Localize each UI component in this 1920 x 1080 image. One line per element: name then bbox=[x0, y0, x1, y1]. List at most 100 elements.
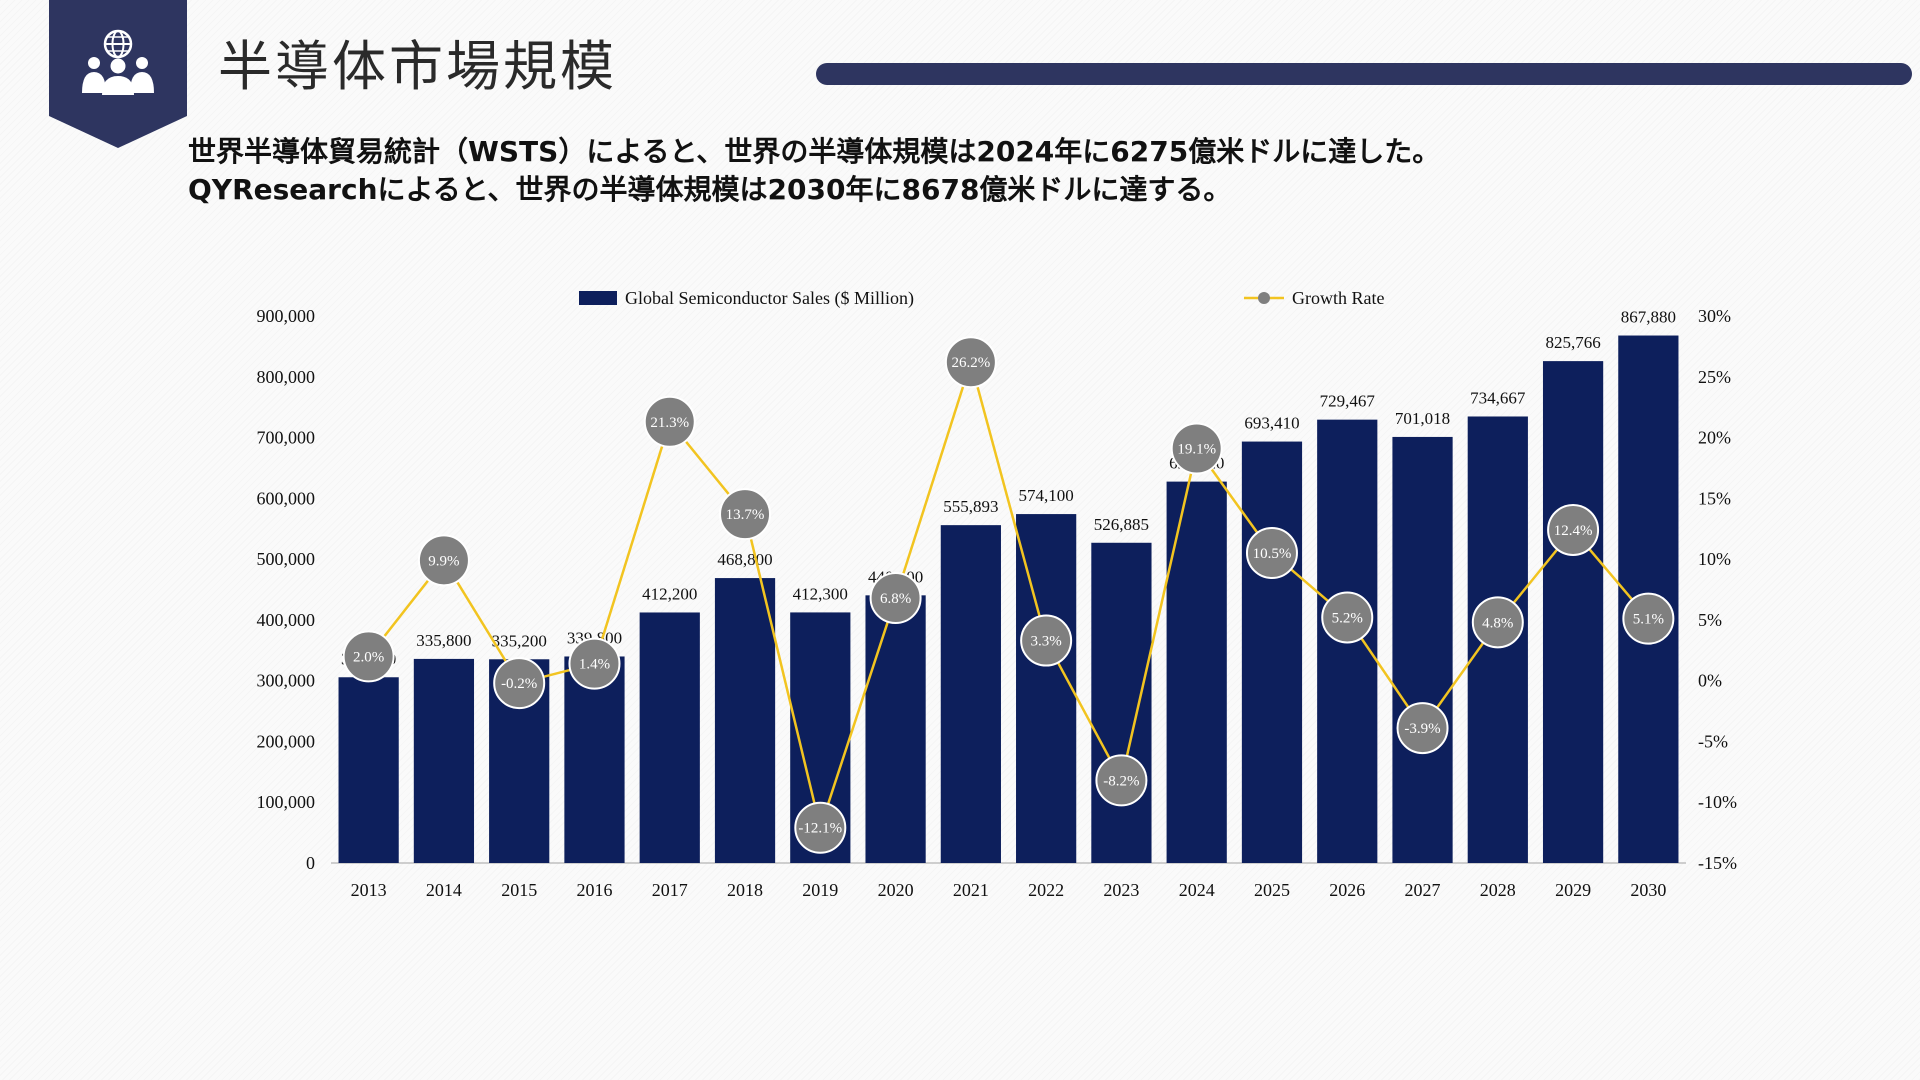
bar-value-label: 693,410 bbox=[1244, 414, 1299, 433]
growth-rate-label: 21.3% bbox=[650, 415, 689, 431]
growth-rate-label: -0.2% bbox=[501, 676, 537, 692]
growth-marker-2016 bbox=[568, 637, 621, 690]
bar-value-label: 574,100 bbox=[1019, 486, 1074, 505]
y-left-tick-label: 100,000 bbox=[257, 792, 316, 812]
page-title: 半導体市場規模 bbox=[218, 35, 617, 98]
x-axis: 2013 2014 2015 2016 2017 2018 2019 2020 2021 2022… bbox=[331, 862, 1686, 900]
bar-2029 bbox=[1542, 361, 1604, 863]
y-left-tick-label: 400,000 bbox=[257, 610, 316, 630]
x-tick-label: 2025 bbox=[1254, 880, 1290, 900]
growth-rate-label: 5.2% bbox=[1332, 610, 1363, 626]
y-right-tick-label: -5% bbox=[1698, 731, 1728, 751]
bar-2018 bbox=[714, 578, 776, 863]
y-left-tick-label: 0 bbox=[306, 853, 315, 873]
bar-value-label: 412,200 bbox=[642, 584, 697, 603]
x-tick-label: 2029 bbox=[1555, 880, 1591, 900]
growth-rate-label: -12.1% bbox=[798, 821, 842, 837]
growth-marker-2025 bbox=[1245, 527, 1298, 580]
y-left-tick-label: 700,000 bbox=[257, 428, 316, 448]
bar-value-label: 412,300 bbox=[793, 584, 848, 603]
growth-rate-label: 3.3% bbox=[1031, 634, 1062, 650]
bar-value-label: 825,766 bbox=[1545, 333, 1600, 352]
growth-rate-label: -3.9% bbox=[1404, 721, 1440, 737]
growth-rate-label: 2.0% bbox=[353, 649, 384, 665]
growth-marker-2030 bbox=[1622, 592, 1675, 645]
bar-2016 bbox=[564, 656, 625, 863]
y-right-tick-label: -15% bbox=[1698, 853, 1737, 873]
bar-2023 bbox=[1091, 542, 1152, 863]
y-right-tick-label: 30% bbox=[1698, 306, 1731, 326]
bar-2021 bbox=[940, 525, 1001, 863]
growth-marker-2026 bbox=[1321, 591, 1374, 644]
growth-rate-label: 5.1% bbox=[1633, 612, 1664, 628]
bar-series bbox=[338, 335, 1679, 863]
y-right-tick-label: -10% bbox=[1698, 792, 1737, 812]
y-right-tick-label: 10% bbox=[1698, 549, 1731, 569]
x-tick-label: 2018 bbox=[727, 880, 763, 900]
growth-rate-line bbox=[367, 357, 1650, 833]
bar-2022 bbox=[1016, 514, 1077, 863]
bar-value-label: 734,667 bbox=[1470, 388, 1526, 407]
x-tick-label: 2016 bbox=[576, 880, 612, 900]
y-left-tick-label: 500,000 bbox=[257, 549, 316, 569]
chart-legend: Global Semiconductor Sales ($ Million) Gr… bbox=[579, 288, 1384, 309]
growth-rate-label: 19.1% bbox=[1177, 441, 1216, 457]
bar-2025 bbox=[1241, 441, 1303, 863]
bar-2024 bbox=[1166, 481, 1227, 863]
y-left-tick-label: 800,000 bbox=[257, 367, 316, 387]
y-left-tick-label: 600,000 bbox=[257, 488, 316, 508]
x-tick-label: 2020 bbox=[878, 880, 914, 900]
bar-2020 bbox=[865, 595, 926, 863]
growth-marker-2020 bbox=[869, 572, 922, 625]
y-right-tick-label: 15% bbox=[1698, 488, 1731, 508]
growth-marker-2023 bbox=[1095, 754, 1148, 807]
x-tick-label: 2023 bbox=[1103, 880, 1139, 900]
y-axis-right: -15% -10% -5% 0% 5% 10% 15% 20% 25% 30% bbox=[1698, 306, 1737, 873]
bar-value-label: 526,885 bbox=[1094, 515, 1149, 534]
growth-marker-2019 bbox=[794, 801, 847, 854]
bar-2027 bbox=[1392, 436, 1453, 863]
x-tick-label: 2014 bbox=[426, 880, 462, 900]
growth-rate-label: 10.5% bbox=[1253, 546, 1292, 562]
legend-line-label: Growth Rate bbox=[1292, 288, 1384, 308]
x-tick-label: 2028 bbox=[1480, 880, 1516, 900]
y-right-tick-label: 20% bbox=[1698, 428, 1731, 448]
y-left-tick-label: 300,000 bbox=[257, 671, 316, 691]
x-tick-label: 2013 bbox=[351, 880, 387, 900]
growth-marker-2024 bbox=[1170, 422, 1223, 475]
growth-marker-2018 bbox=[719, 488, 772, 541]
x-tick-label: 2022 bbox=[1028, 880, 1064, 900]
x-tick-label: 2015 bbox=[501, 880, 537, 900]
y-axis-left: 0 100,000 200,000 300,000 400,000 500,000 600,… bbox=[257, 306, 316, 873]
growth-rate-label: 13.7% bbox=[726, 507, 765, 523]
growth-marker-2015 bbox=[493, 657, 546, 710]
growth-rate-label: 12.4% bbox=[1554, 523, 1593, 539]
header-badge bbox=[49, 0, 187, 148]
growth-rate-label: 1.4% bbox=[579, 657, 610, 673]
growth-marker-2028 bbox=[1471, 596, 1524, 649]
bar-2017 bbox=[639, 612, 700, 863]
x-tick-label: 2017 bbox=[652, 880, 688, 900]
growth-marker-2014 bbox=[417, 534, 470, 587]
y-right-tick-label: 25% bbox=[1698, 367, 1731, 387]
growth-rate-label: 26.2% bbox=[951, 355, 990, 371]
bar-2014 bbox=[413, 658, 475, 863]
growth-marker-2022 bbox=[1020, 614, 1073, 667]
growth-marker-2027 bbox=[1396, 702, 1449, 755]
x-tick-label: 2021 bbox=[953, 880, 989, 900]
legend-marker-swatch bbox=[1258, 292, 1270, 304]
growth-marker-2029 bbox=[1547, 503, 1600, 556]
bar-value-label: 701,018 bbox=[1395, 409, 1450, 428]
growth-rate-label: -8.2% bbox=[1103, 773, 1139, 789]
growth-marker-2013 bbox=[342, 630, 395, 683]
bar-value-label: 335,200 bbox=[492, 631, 547, 650]
subtitle-line-2: QYResearchによると、世界の半導体規模は2030年に8678億米ドルに達… bbox=[188, 173, 1232, 206]
subtitle-line-1: 世界半導体貿易統計（WSTS）によると、世界の半導体規模は2024年に6275億… bbox=[188, 135, 1441, 168]
y-left-tick-label: 200,000 bbox=[257, 731, 316, 751]
growth-rate-label: 6.8% bbox=[880, 591, 911, 607]
bar-2013 bbox=[338, 677, 399, 863]
x-tick-label: 2019 bbox=[802, 880, 838, 900]
bar-value-label: 555,893 bbox=[943, 497, 998, 516]
growth-marker-2021 bbox=[944, 336, 997, 389]
growth-marker-2017 bbox=[643, 395, 696, 448]
